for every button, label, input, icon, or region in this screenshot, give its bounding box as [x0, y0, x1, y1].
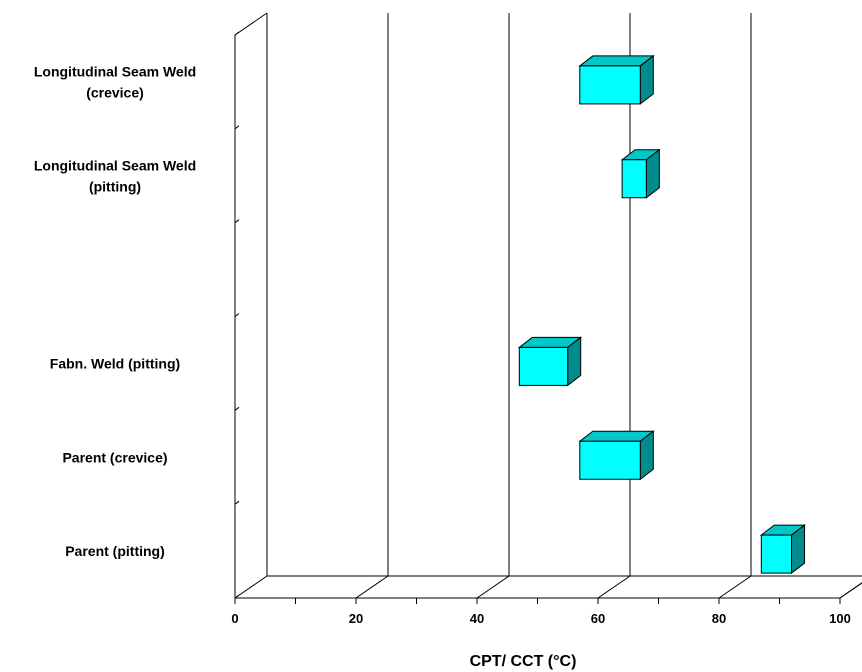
x-tick-label: 20	[349, 611, 363, 626]
x-tick-label: 80	[712, 611, 726, 626]
wall-top-edge	[234, 12, 268, 36]
floor-gridline	[718, 575, 752, 599]
x-tick-label: 60	[591, 611, 605, 626]
floor-gridline	[597, 575, 631, 599]
y-tick	[234, 31, 240, 36]
category-label: Fabn. Weld (pitting)	[50, 355, 180, 371]
bar-front-face	[518, 346, 569, 386]
floor-left-edge	[234, 575, 268, 599]
bar-front-face	[579, 440, 641, 480]
range-bar	[620, 148, 661, 199]
range-bar	[578, 54, 655, 105]
x-tick-label: 0	[231, 611, 238, 626]
range-bar	[578, 430, 655, 481]
y-tick	[234, 125, 240, 130]
gridlines	[355, 13, 862, 599]
bar-front-face	[579, 65, 641, 105]
floor-right-edge	[839, 582, 862, 599]
bar-front-face	[621, 159, 647, 199]
x-tick-label: 100	[829, 611, 851, 626]
x-tick-labels: 0 20 40 60 80 100	[231, 611, 850, 626]
category-label: Longitudinal Seam Weld	[34, 157, 196, 173]
x-tick-label: 40	[470, 611, 484, 626]
range-bar	[517, 336, 583, 387]
y-tick	[234, 594, 240, 599]
floor-gridline	[839, 582, 862, 599]
category-labels: Longitudinal Seam Weld (crevice) Longitudi…	[34, 63, 196, 559]
x-axis-title: CPT/ CCT (°C)	[470, 653, 577, 670]
bar-front-face	[760, 534, 793, 574]
category-label: Parent (pitting)	[65, 543, 165, 559]
axes	[234, 31, 841, 604]
floor-gridline	[355, 575, 389, 599]
category-label: Parent (crevice)	[62, 449, 167, 465]
category-label: (pitting)	[89, 178, 141, 194]
floor-gridline	[476, 575, 510, 599]
range-bars	[517, 54, 807, 575]
category-label: (crevice)	[86, 84, 144, 100]
range-bar	[759, 524, 807, 575]
y-tick	[234, 500, 240, 505]
y-tick	[234, 406, 240, 411]
y-tick	[234, 313, 240, 317]
chart-walls	[234, 12, 862, 599]
category-label: Longitudinal Seam Weld	[34, 63, 196, 79]
y-tick	[234, 219, 240, 224]
